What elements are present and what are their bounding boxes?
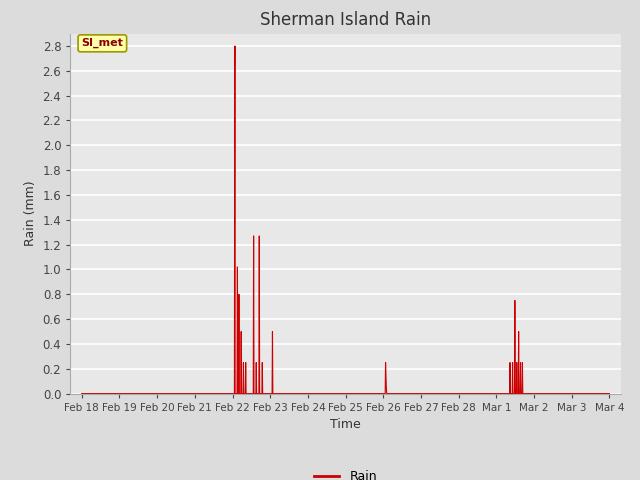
Legend: Rain: Rain	[309, 465, 382, 480]
X-axis label: Time: Time	[330, 418, 361, 431]
Text: SI_met: SI_met	[81, 38, 124, 48]
Y-axis label: Rain (mm): Rain (mm)	[24, 181, 37, 246]
Title: Sherman Island Rain: Sherman Island Rain	[260, 11, 431, 29]
